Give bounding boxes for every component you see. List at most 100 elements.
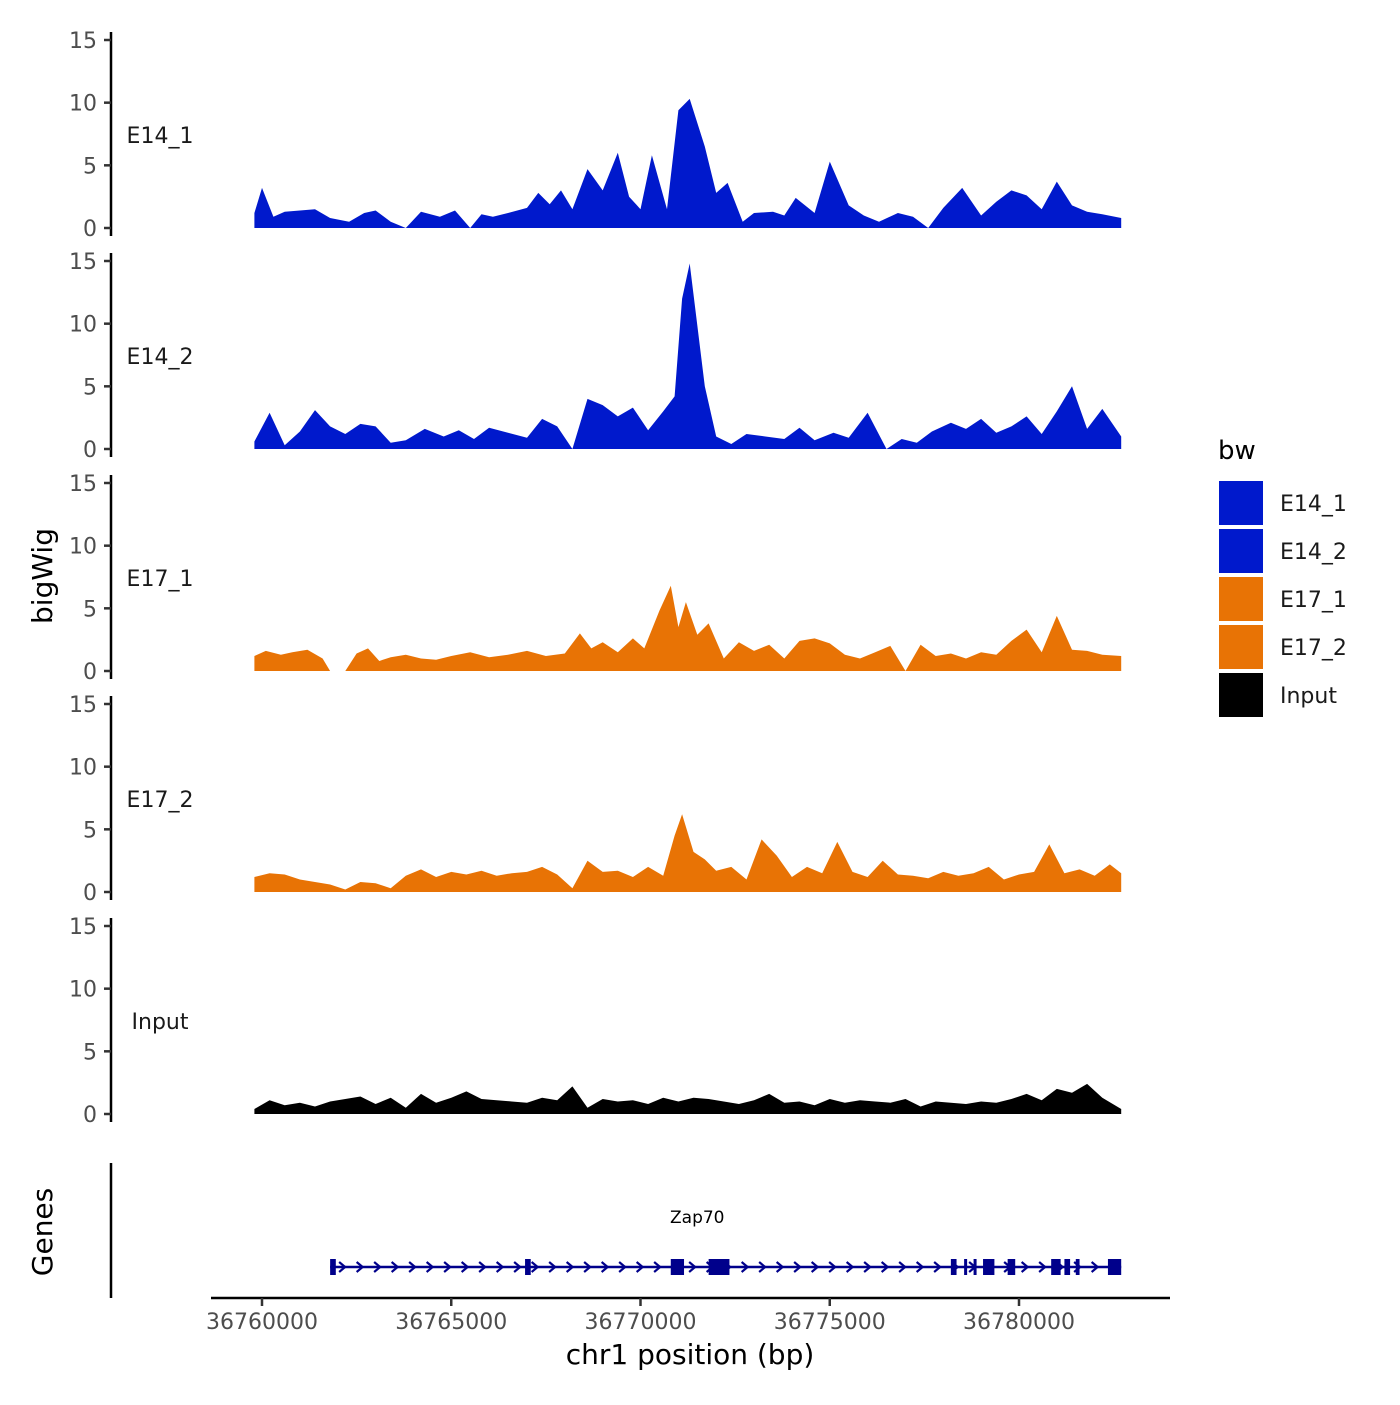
- coverage-area-e14-1: [254, 98, 1122, 229]
- strand-arrow: [863, 1261, 872, 1273]
- legend-label: E17_2: [1280, 636, 1347, 661]
- strand-arrow: [618, 1261, 627, 1273]
- strand-arrow: [513, 1261, 522, 1273]
- track-input: 0 5 10 15 Input: [69, 915, 1122, 1128]
- strand-arrow: [460, 1261, 470, 1273]
- gene-exon: [1107, 1259, 1122, 1275]
- y-tick-label: 10: [69, 756, 97, 781]
- gene-exon: [964, 1259, 968, 1275]
- gene-exon: [1075, 1259, 1080, 1275]
- strand-arrow: [793, 1261, 802, 1273]
- strand-arrow: [740, 1261, 750, 1273]
- legend-swatch: [1219, 577, 1263, 621]
- coverage-area-e17-2: [254, 814, 1122, 892]
- x-tick-label: 36775000: [774, 1310, 886, 1335]
- y-tick-label: 0: [83, 217, 97, 242]
- strand-arrow: [653, 1261, 662, 1273]
- gene-exon: [983, 1259, 995, 1275]
- y-tick-label: 5: [83, 154, 97, 179]
- strand-arrow: [478, 1261, 487, 1273]
- gene-exon: [973, 1259, 977, 1275]
- x-tick-label: 36765000: [395, 1310, 507, 1335]
- strand-arrow: [443, 1261, 452, 1273]
- track-label: Input: [132, 1010, 189, 1035]
- legend-swatch: [1219, 673, 1263, 717]
- track-e14-2: 0 5 10 15 E14_2: [69, 250, 1122, 463]
- track-label: E14_2: [127, 345, 194, 370]
- legend: bw E14_1 E14_2 E17_1 E17_2 Input: [1218, 436, 1347, 717]
- strand-arrow: [425, 1261, 435, 1273]
- strand-arrow: [915, 1261, 925, 1273]
- y-tick-label: 5: [83, 597, 97, 622]
- y-tick-label: 10: [69, 92, 97, 117]
- y-tick-label: 0: [83, 881, 97, 906]
- x-tick-label: 36780000: [963, 1310, 1075, 1335]
- legend-swatch: [1219, 481, 1263, 525]
- strand-arrow: [810, 1261, 820, 1273]
- x-ticks: 36760000 36765000 36770000 36775000 36780000: [206, 1298, 1075, 1335]
- gene-exon: [525, 1259, 531, 1275]
- strand-arrow: [1038, 1261, 1047, 1273]
- strand-arrow: [355, 1261, 365, 1273]
- legend-item-e14-1: E14_1: [1219, 481, 1347, 525]
- gene-models: Zap70: [330, 1208, 1122, 1275]
- y-tick-label: 15: [69, 693, 97, 718]
- gene-exon: [1064, 1259, 1071, 1275]
- coverage-tracks: 0 5 10 15 E14_1 0 5 10 15 E14_2 0 5 10 15 E17_1 0 5 10 15 E…: [69, 29, 1122, 1128]
- strand-arrow: [408, 1261, 417, 1273]
- strand-arrow: [583, 1261, 592, 1273]
- strand-arrow: [880, 1261, 890, 1273]
- strand-arrow: [530, 1261, 540, 1273]
- strand-arrow: [373, 1261, 382, 1273]
- coverage-area-e17-1: [254, 585, 1122, 671]
- legend-label: E14_1: [1280, 492, 1347, 517]
- legend-label: Input: [1280, 684, 1337, 709]
- strand-arrow: [1090, 1261, 1100, 1273]
- strand-arrow: [565, 1261, 575, 1273]
- gene-exon: [708, 1259, 730, 1275]
- strand-arrow: [775, 1261, 785, 1273]
- y-tick-label: 15: [69, 915, 97, 940]
- y-tick-label: 15: [69, 472, 97, 497]
- track-label: E17_1: [127, 567, 194, 592]
- legend-label: E14_2: [1280, 540, 1347, 565]
- y-tick-label: 15: [69, 29, 97, 54]
- strand-arrow: [635, 1261, 645, 1273]
- y-tick-label: 0: [83, 660, 97, 685]
- y-tick-label: 10: [69, 535, 97, 560]
- x-tick-label: 36770000: [585, 1310, 697, 1335]
- gene-panel-title: Genes: [26, 1188, 59, 1276]
- strand-arrow: [688, 1261, 697, 1273]
- legend-item-e17-2: E17_2: [1219, 625, 1347, 669]
- y-axis-title: bigWig: [26, 528, 59, 624]
- gene-exon: [670, 1259, 685, 1275]
- strand-arrow: [548, 1261, 557, 1273]
- legend-item-e14-2: E14_2: [1219, 529, 1347, 573]
- y-tick-label: 0: [83, 438, 97, 463]
- x-axis-title: chr1 position (bp): [566, 1338, 815, 1371]
- legend-items: E14_1 E14_2 E17_1 E17_2 Input: [1219, 481, 1347, 717]
- coverage-area-e14-2: [254, 263, 1122, 449]
- y-tick-label: 10: [69, 313, 97, 338]
- track-e14-1: 0 5 10 15 E14_1: [69, 29, 1122, 242]
- legend-item-input: Input: [1219, 673, 1337, 717]
- x-tick-label: 36760000: [206, 1310, 318, 1335]
- strand-arrow: [828, 1261, 837, 1273]
- gene-name-label: Zap70: [670, 1208, 725, 1228]
- gene-panel: Genes Zap70: [26, 1163, 1122, 1298]
- track-label: E17_2: [127, 788, 194, 813]
- strand-arrow: [495, 1261, 505, 1273]
- y-tick-label: 5: [83, 1040, 97, 1065]
- coverage-area-input: [254, 1083, 1122, 1114]
- gene-exon: [330, 1259, 336, 1275]
- gene-exon: [1051, 1259, 1061, 1275]
- y-tick-label: 10: [69, 978, 97, 1003]
- track-e17-1: 0 5 10 15 E17_1: [69, 472, 1122, 685]
- strand-arrow: [390, 1261, 400, 1273]
- track-e17-2: 0 5 10 15 E17_2: [69, 693, 1122, 906]
- track-label: E14_1: [127, 124, 194, 149]
- gene-zap70: Zap70: [330, 1208, 1122, 1275]
- legend-item-e17-1: E17_1: [1219, 577, 1347, 621]
